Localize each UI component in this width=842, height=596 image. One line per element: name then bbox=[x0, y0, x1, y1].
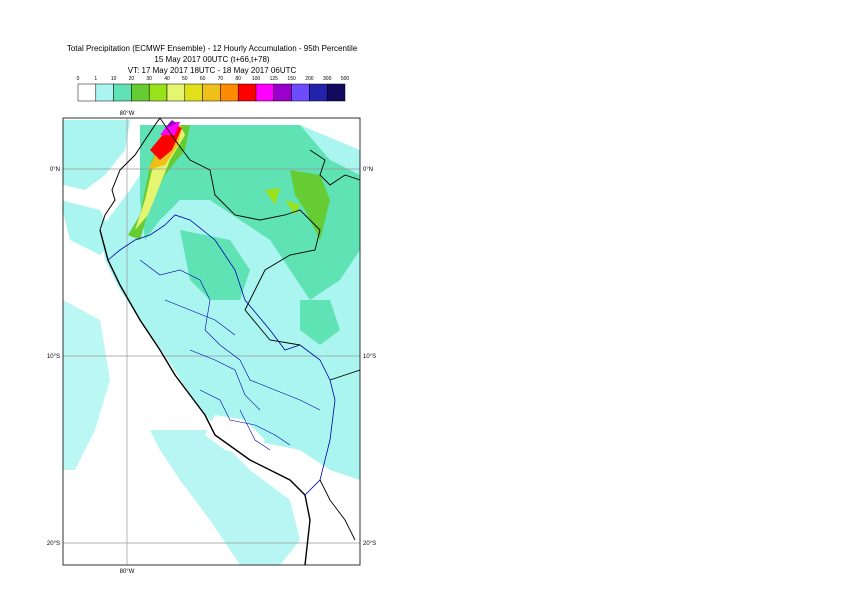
legend-swatch bbox=[95, 83, 114, 102]
run-time: 15 May 2017 00UTC (t+66,t+78) bbox=[154, 55, 270, 64]
legend-swatch bbox=[326, 83, 346, 102]
legend-swatch bbox=[237, 83, 257, 102]
legend-swatch bbox=[131, 83, 150, 102]
lat-label-10-right: 10°S bbox=[363, 354, 376, 360]
map-title: Total Precipitation (ECMWF Ensemble) - 1… bbox=[66, 44, 358, 53]
legend-tick-label: 40 bbox=[164, 76, 170, 82]
legend-tick-label: 10 bbox=[111, 76, 117, 82]
legend-ticks: 0 1 10 20 30 40 50 60 70 80 100 125 150 200 300 500 bbox=[77, 76, 350, 82]
lat-label-10-left: 10°S bbox=[47, 354, 60, 360]
legend-tick-label: 150 bbox=[287, 76, 296, 82]
legend-tick-label: 500 bbox=[341, 76, 350, 82]
legend-swatch bbox=[309, 83, 328, 102]
legend-swatch bbox=[184, 83, 203, 102]
lon-label-top: 80°W bbox=[120, 111, 135, 117]
lat-label-0-left: 0°N bbox=[50, 167, 60, 173]
legend-tick-label: 100 bbox=[252, 76, 261, 82]
lat-label-20-left: 20°S bbox=[47, 541, 60, 547]
legend-tick-label: 60 bbox=[200, 76, 206, 82]
legend-swatch bbox=[202, 83, 221, 102]
valid-time: VT: 17 May 2017 18UTC - 18 May 2017 06UT… bbox=[127, 66, 297, 75]
legend-swatch bbox=[273, 83, 292, 102]
legend-tick-label: 20 bbox=[129, 76, 135, 82]
color-legend bbox=[77, 83, 346, 102]
legend-tick-label: 200 bbox=[305, 76, 314, 82]
legend-tick-label: 0 bbox=[77, 76, 80, 82]
lat-label-20-right: 20°S bbox=[363, 541, 376, 547]
legend-swatch bbox=[291, 83, 310, 102]
legend-tick-label: 300 bbox=[323, 76, 332, 82]
coastline bbox=[99, 118, 360, 565]
legend-tick-label: 125 bbox=[270, 76, 279, 82]
lat-label-0-right: 0°N bbox=[363, 167, 373, 173]
legend-tick-label: 1 bbox=[94, 76, 97, 82]
precipitation-field bbox=[63, 120, 360, 565]
graticule bbox=[63, 118, 360, 565]
legend-swatch bbox=[220, 83, 239, 102]
map-frame bbox=[62, 117, 361, 566]
legend-swatch bbox=[113, 83, 132, 102]
legend-tick-label: 30 bbox=[146, 76, 152, 82]
legend-swatch bbox=[148, 83, 168, 102]
legend-tick-label: 70 bbox=[218, 76, 224, 82]
lon-label-bottom: 80°W bbox=[120, 569, 135, 575]
legend-tick-label: 50 bbox=[182, 76, 188, 82]
legend-swatch bbox=[77, 83, 97, 102]
legend-tick-label: 80 bbox=[235, 76, 241, 82]
legend-swatch bbox=[166, 83, 186, 102]
legend-swatch bbox=[255, 83, 275, 102]
